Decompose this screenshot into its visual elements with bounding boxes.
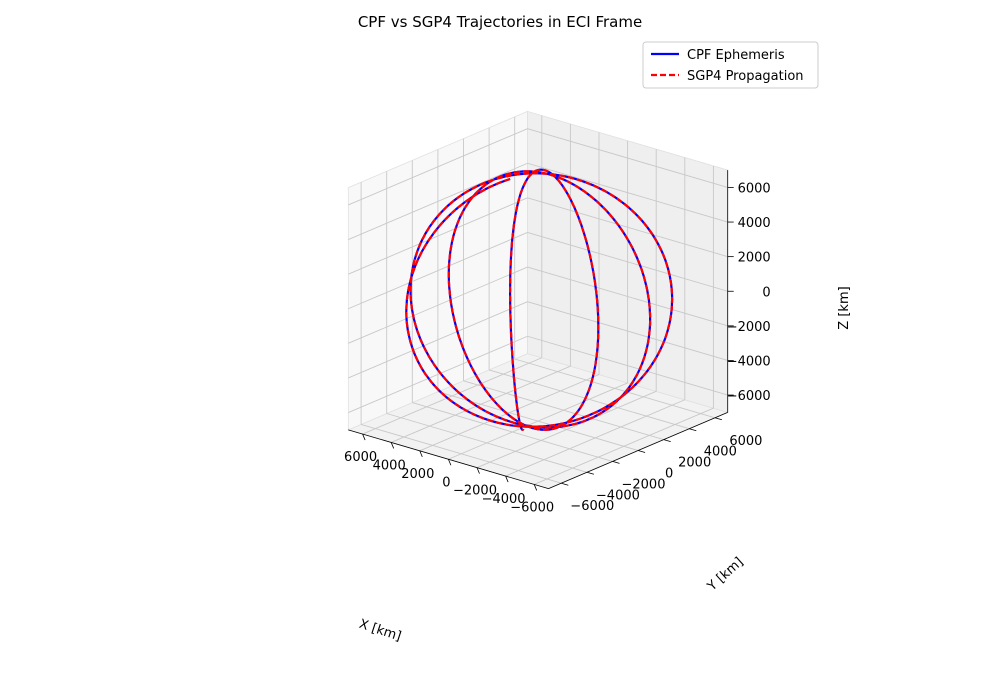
- x-tick-label: −4000: [482, 492, 526, 507]
- x-tick-label: 0: [442, 475, 450, 490]
- grid-line-z-wall: [348, 128, 528, 206]
- y-tick-mark: [689, 428, 697, 432]
- trajectory-traces: [405, 168, 674, 431]
- y-tick-label: 6000: [729, 434, 762, 449]
- x-tick-label: 2000: [401, 467, 434, 482]
- z-tick-label: 2000: [738, 251, 771, 266]
- y-tick-mark: [637, 450, 646, 453]
- grid-line-z-back: [527, 301, 728, 361]
- y-tick-mark: [612, 461, 620, 464]
- y-tick-mark: [663, 439, 671, 442]
- legend: CPF Ephemeris SGP4 Propagation: [642, 41, 819, 89]
- grid-lines: [348, 115, 728, 485]
- grid-line-z-wall: [348, 197, 528, 275]
- x-tick-mark: [476, 467, 480, 474]
- legend-label-cpf: CPF Ephemeris: [687, 48, 785, 63]
- x-tick-mark: [533, 484, 538, 491]
- z-tick-label: −6000: [727, 389, 771, 404]
- y-tick-label: −2000: [622, 477, 666, 492]
- grid-line-y-floor: [412, 402, 613, 462]
- legend-frame: [642, 41, 819, 89]
- x-tick-mark: [390, 442, 395, 449]
- grid-line-y-floor: [386, 413, 588, 473]
- z-tick-label: 0: [762, 285, 770, 300]
- grid-line-z-wall: [348, 335, 528, 413]
- y-tick-label: −4000: [596, 488, 640, 503]
- grid-line-y-floor: [360, 423, 562, 484]
- x-tick-mark: [419, 450, 423, 458]
- grid-line-y-floor: [463, 380, 664, 441]
- grid-line-z-wall: [348, 301, 528, 379]
- z-tick-label: 4000: [738, 216, 771, 231]
- z-axis-label: Z [km]: [837, 286, 852, 329]
- x-tick-mark: [362, 433, 366, 441]
- grid-line-z-back: [527, 197, 728, 258]
- grid-line-z-wall: [348, 162, 528, 240]
- grid-line-z-wall: [348, 232, 528, 310]
- grid-line-y-floor: [514, 358, 716, 419]
- grid-line-z-back: [527, 128, 728, 188]
- y-tick-label: 2000: [678, 456, 711, 471]
- y-tick-mark: [586, 471, 595, 475]
- x-tick-label: −2000: [453, 484, 497, 499]
- grid-line-z-wall: [348, 266, 528, 344]
- grid-line-z-back: [527, 266, 728, 327]
- y-tick-mark: [714, 417, 723, 421]
- z-tick-label: −4000: [727, 354, 771, 369]
- y-tick-mark: [561, 482, 569, 486]
- y-tick-label: 0: [665, 467, 673, 482]
- chart-title: CPF vs SGP4 Trajectories in ECI Frame: [358, 13, 642, 31]
- z-tick-label: −2000: [727, 320, 771, 335]
- grid-line-z-back: [527, 162, 728, 223]
- series-line-sgp4: [405, 168, 674, 431]
- x-tick-mark: [505, 475, 509, 483]
- axis-panes: [347, 110, 729, 490]
- x-axis-label: X [km]: [357, 617, 403, 645]
- x-tick-label: −6000: [510, 500, 554, 515]
- axis-ticks: −6000−4000−20000200040006000−6000−4000−2…: [344, 170, 771, 515]
- y-tick-label: 4000: [704, 445, 737, 460]
- x-tick-mark: [448, 459, 452, 466]
- x-tick-label: 4000: [373, 458, 406, 473]
- legend-label-sgp4: SGP4 Propagation: [687, 69, 804, 84]
- grid-line-y-floor: [488, 369, 690, 430]
- y-tick-label: −6000: [570, 499, 614, 514]
- grid-line-z-back: [527, 335, 728, 396]
- grid-line-z-back: [527, 232, 728, 292]
- z-tick-label: 6000: [738, 181, 771, 196]
- y-axis-label: Y [km]: [704, 555, 746, 595]
- x-tick-label: 6000: [344, 450, 377, 465]
